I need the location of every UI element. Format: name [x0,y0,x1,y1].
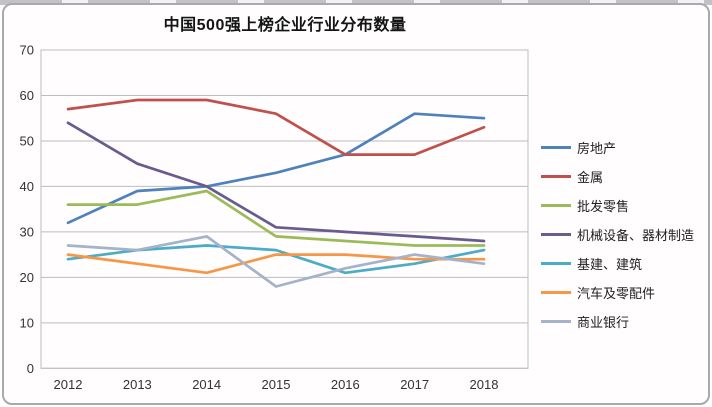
series-line-5 [66,253,486,275]
legend-label: 房地产 [577,141,617,156]
legend-item-2: 批发零售 [541,196,709,215]
top-edge-strip [0,0,712,5]
x-tick-label: 2015 [262,377,291,392]
chart-legend: 房地产金属批发零售机械设备、器材制造 基建、建筑汽车及零配件 商业银行 [541,138,709,331]
legend-label: 商业银行 [577,315,630,330]
legend-swatch-icon [541,291,571,294]
x-tick-label: 2018 [470,377,499,392]
legend-swatch-icon [541,146,571,149]
legend-item-6: 商业银行 [541,312,709,331]
y-tick-label: 10 [20,315,34,330]
x-tick-label: 2013 [123,377,152,392]
legend-swatch-icon [541,320,571,323]
chart-title: 中国500强上榜企业行业分布数量 [163,17,407,34]
legend-swatch-icon [541,204,571,207]
series-line-6 [66,235,486,288]
x-tick-label: 2017 [400,377,429,392]
legend-swatch-icon [541,262,571,265]
legend-label: 汽车及零配件 [577,286,656,301]
series-line-2 [66,189,486,247]
legend-swatch-icon [541,233,571,236]
y-tick-label: 40 [20,179,34,194]
y-tick-label: 0 [27,361,34,376]
legend-label: 机械设备、器材制造 [577,228,695,243]
y-tick-label: 60 [20,88,34,103]
series-line-3 [66,121,486,243]
legend-item-5: 汽车及零配件 [541,283,709,302]
y-tick-label: 70 [20,43,34,58]
legend-label: 基建、建筑 [577,257,643,272]
legend-item-4: 基建、建筑 [541,254,709,273]
legend-label: 批发零售 [577,199,630,214]
legend-item-1: 金属 [541,167,709,186]
x-tick-label: 2016 [331,377,360,392]
y-tick-label: 50 [20,133,34,148]
x-tick-label: 2014 [192,377,221,392]
series-line-0 [66,112,486,225]
legend-item-3: 机械设备、器材制造 [541,225,709,244]
legend-item-0: 房地产 [541,138,709,157]
series-line-1 [66,98,486,156]
plot-border [40,49,529,369]
x-tick-label: 2012 [54,377,83,392]
legend-swatch-icon [541,175,571,178]
y-tick-label: 20 [20,270,34,285]
y-tick-label: 30 [20,224,34,239]
legend-label: 金属 [577,170,604,185]
